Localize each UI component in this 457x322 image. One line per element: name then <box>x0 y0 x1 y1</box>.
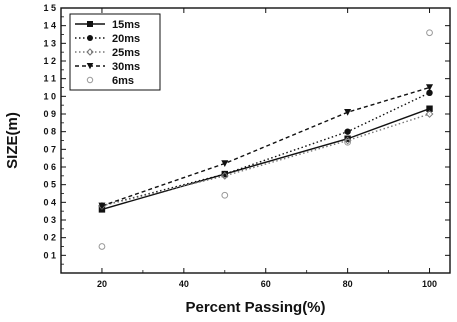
y-tick-label: 0 4 <box>43 197 56 207</box>
x-tick-label: 100 <box>422 279 437 289</box>
y-tick-label: 1 3 <box>43 38 56 48</box>
y-axis-title: SIZE(m) <box>4 112 21 169</box>
data-point-6ms <box>98 243 106 250</box>
legend-item-25ms: 25ms <box>75 47 140 59</box>
legend-marker <box>87 35 93 41</box>
x-tick-label: 20 <box>97 279 107 289</box>
data-point-6ms <box>221 191 229 199</box>
y-tick-label: 0 1 <box>43 250 56 260</box>
y-tick-label: 1 1 <box>43 74 56 84</box>
series-20ms <box>98 89 433 210</box>
series-line-15ms <box>101 108 430 211</box>
legend-item-30ms: 30ms <box>75 61 140 73</box>
series-line-30ms <box>101 86 430 207</box>
legend-item-20ms: 20ms <box>75 33 140 45</box>
legend-marker <box>87 21 93 27</box>
data-point-6ms <box>344 138 352 146</box>
data-point-25ms <box>343 136 352 145</box>
legend-label: 20ms <box>112 33 140 45</box>
data-point-30ms <box>98 202 106 210</box>
data-point-30ms <box>221 160 229 167</box>
legend-item-6ms: 6ms <box>86 75 134 87</box>
data-point-15ms <box>426 105 433 112</box>
series-30ms <box>98 84 434 210</box>
y-tick-label: 0 8 <box>43 127 56 137</box>
y-tick-label: 0 7 <box>43 144 56 154</box>
x-axis: 20 40 60 80 100 <box>60 8 437 289</box>
data-point-6ms <box>426 29 433 37</box>
y-tick-label: 0 5 <box>43 180 56 190</box>
series-6ms <box>98 29 433 250</box>
x-tick-label: 80 <box>343 279 353 289</box>
data-point-20ms <box>344 128 351 135</box>
y-tick-label: 0 3 <box>43 215 56 225</box>
legend-label: 15ms <box>112 19 140 31</box>
legend-marker <box>86 76 94 84</box>
legend-marker <box>86 48 94 56</box>
y-tick-label: 1 0 <box>43 91 56 101</box>
legend: 15ms 20ms 25ms 30ms 6ms <box>69 13 161 91</box>
x-axis-title: Percent Passing(%) <box>185 299 325 316</box>
legend-label: 30ms <box>112 61 140 73</box>
legend-marker <box>86 63 94 70</box>
data-point-15ms <box>344 135 351 142</box>
y-tick-label: 0 6 <box>43 162 56 172</box>
data-point-25ms <box>425 110 434 118</box>
x-tick-label: 60 <box>261 279 271 289</box>
y-tick-label: 0 9 <box>43 109 56 119</box>
y-tick-label: 1 2 <box>43 56 56 66</box>
data-point-30ms <box>344 109 352 116</box>
y-tick-label: 1 4 <box>43 21 56 31</box>
legend-label: 25ms <box>112 47 140 59</box>
legend-item-15ms: 15ms <box>75 19 140 31</box>
legend-label: 6ms <box>112 75 134 87</box>
series-line-25ms <box>101 113 430 207</box>
legend-box <box>69 13 161 91</box>
y-tick-label: 1 5 <box>43 3 56 13</box>
data-point-20ms <box>426 89 433 97</box>
y-axis: 0 1 0 2 0 3 0 4 0 5 0 6 0 7 0 8 0 9 1 0 1 1 1 2 1 3 1… <box>43 3 450 265</box>
series-15ms <box>98 105 433 213</box>
y-tick-label: 0 2 <box>43 233 56 243</box>
data-point-30ms <box>426 84 434 92</box>
series-layer <box>98 29 434 250</box>
data-point-25ms <box>220 171 229 180</box>
x-tick-label: 40 <box>179 279 189 289</box>
